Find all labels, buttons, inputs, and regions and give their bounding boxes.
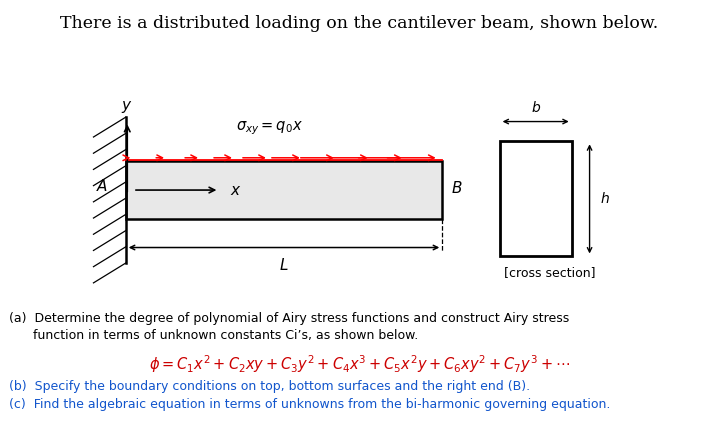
Text: $x$: $x$: [230, 183, 242, 198]
Bar: [500, 141, 572, 256]
Text: $\phi = C_1x^2 + C_2xy + C_3y^2 + C_4x^3 + C_5x^2y + C_6xy^2 + C_7y^3 + \cdots$: $\phi = C_1x^2 + C_2xy + C_3y^2 + C_4x^3…: [149, 354, 570, 375]
Text: (a)  Determine the degree of polynomial of Airy stress functions and construct A: (a) Determine the degree of polynomial o…: [9, 312, 569, 324]
Text: $h$: $h$: [600, 191, 610, 206]
Text: There is a distributed loading on the cantilever beam, shown below.: There is a distributed loading on the ca…: [60, 15, 659, 32]
Text: $B$: $B$: [451, 180, 462, 196]
Text: function in terms of unknown constants Ci’s, as shown below.: function in terms of unknown constants C…: [9, 329, 418, 342]
Text: (c)  Find the algebraic equation in terms of unknowns from the bi-harmonic gover: (c) Find the algebraic equation in terms…: [9, 398, 610, 411]
Text: $y$: $y$: [122, 99, 133, 115]
Text: (b)  Specify the boundary conditions on top, bottom surfaces and the right end (: (b) Specify the boundary conditions on t…: [9, 380, 530, 393]
Text: $\sigma_{xy} = q_0 x$: $\sigma_{xy} = q_0 x$: [237, 119, 303, 137]
Text: $L$: $L$: [279, 257, 289, 273]
Text: [cross section]: [cross section]: [504, 266, 596, 279]
Text: $A$: $A$: [96, 178, 108, 194]
Text: $b$: $b$: [531, 100, 541, 115]
FancyBboxPatch shape: [126, 161, 442, 219]
